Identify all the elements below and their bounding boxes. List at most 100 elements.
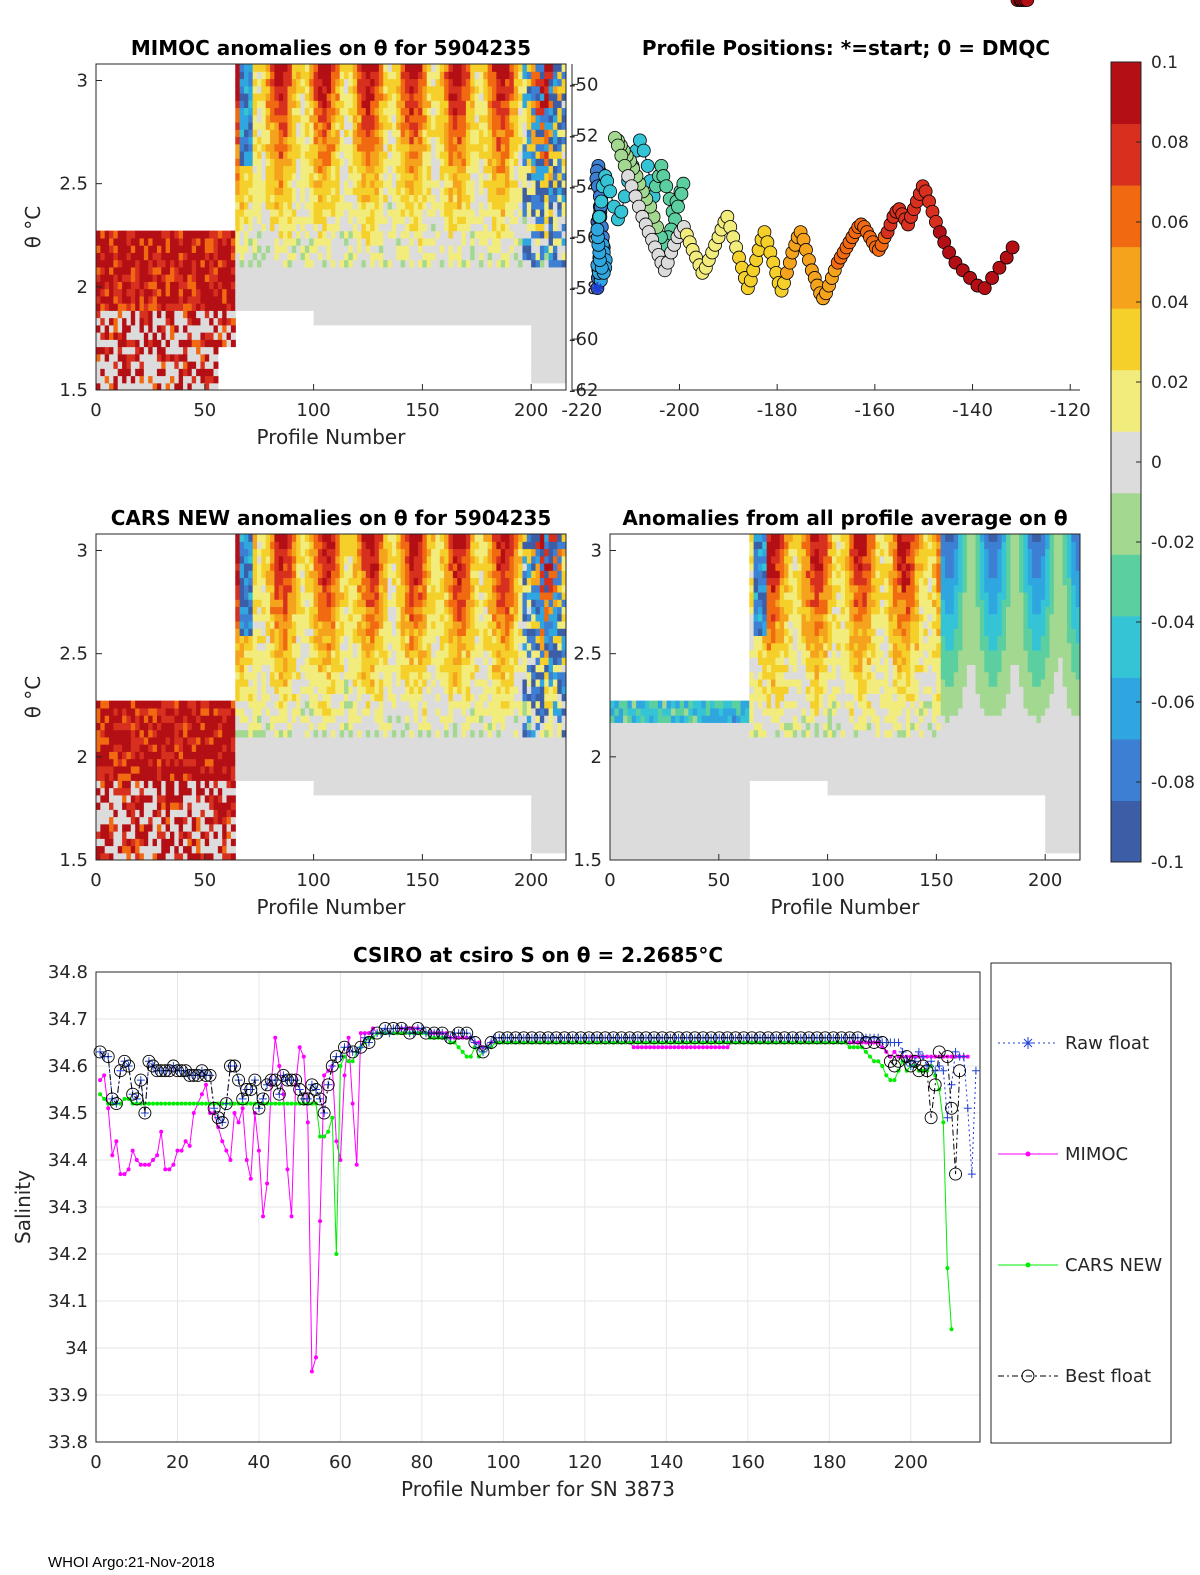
x-tick-label: 200 [514, 400, 548, 421]
colorbar-tick-label: 0 [1151, 453, 1162, 473]
data-point [941, 1120, 946, 1125]
data-point [892, 1078, 897, 1083]
x-tick-label: -220 [561, 400, 602, 421]
data-point [929, 1054, 934, 1059]
data-point [914, 1047, 923, 1056]
plot-frame [609, 533, 1081, 861]
data-point [709, 1045, 714, 1050]
data-point [923, 1062, 932, 1070]
data-point [479, 1047, 488, 1056]
y-tick-label: -50 [569, 74, 598, 95]
data-point [146, 1059, 160, 1073]
data-point [199, 1092, 204, 1097]
start-marker [591, 282, 604, 295]
data-point [281, 1092, 286, 1097]
profile-position-point [640, 158, 655, 173]
data-point [900, 1050, 914, 1064]
data-point [183, 1139, 188, 1144]
data-point [452, 1026, 466, 1040]
x-tick-label: 60 [329, 1452, 352, 1473]
data-point [652, 1045, 657, 1050]
salinity-chart: 0 20 40 60 80 100 120 140 160 180 200 33.8 33.9 34 34.… [11, 943, 981, 1501]
data-point [264, 1073, 278, 1087]
profile-position-point [636, 143, 651, 158]
data-point [166, 1059, 180, 1073]
data-point [664, 1045, 669, 1050]
data-point [276, 1068, 290, 1082]
profile-position-point [603, 184, 617, 199]
colorbar: -0.1 -0.08 -0.06 -0.04 -0.02 0 0.02 0.04 0.06 0.0… [1110, 53, 1195, 873]
data-point [98, 1078, 103, 1083]
data-point [908, 1054, 922, 1068]
x-tick-label: 100 [486, 1452, 520, 1473]
data-point [802, 1031, 816, 1045]
data-point [713, 1045, 718, 1050]
chart-title: CSIRO at csiro S on θ = 2.2685°C [353, 943, 723, 967]
data-point [778, 1031, 791, 1045]
x-tick-label: 140 [649, 1452, 683, 1473]
x-tick-label: 200 [894, 1452, 928, 1473]
data-point [460, 1026, 474, 1040]
data-point [949, 1167, 963, 1181]
data-point [330, 1115, 335, 1120]
data-point [138, 1162, 143, 1167]
colorbar-tick-label: 0.06 [1151, 213, 1189, 233]
colorbar-segment [1111, 123, 1141, 186]
data-point [118, 1101, 123, 1106]
data-point [720, 1031, 734, 1045]
y-tick-label: 34.7 [48, 1009, 88, 1030]
data-point [325, 1059, 339, 1073]
chart-title: MIMOC anomalies on θ for 5904235 [131, 36, 531, 60]
data-point [549, 1031, 563, 1045]
profile-position-point [992, 260, 1007, 275]
data-point [334, 1139, 339, 1144]
data-point [725, 1045, 730, 1050]
data-point [370, 1026, 384, 1040]
data-point [110, 1153, 115, 1158]
colorbar-segment [1111, 185, 1141, 248]
x-tick-label: 0 [90, 870, 101, 891]
data-point [672, 1045, 677, 1050]
data-point [386, 1021, 400, 1035]
positions-map: -220 -200 -180 -160 -140 -120-62-60-58-56-54-… [561, 0, 1091, 421]
data-point [920, 1064, 934, 1078]
data-point [704, 1031, 718, 1045]
x-tick-label: -140 [952, 400, 993, 421]
y-tick-label: 2.5 [59, 174, 88, 195]
y-tick-label: -60 [569, 329, 598, 350]
x-tick-label: 150 [405, 400, 439, 421]
colorbar-segment [1111, 738, 1141, 801]
data-point [381, 1024, 390, 1033]
data-point [598, 1031, 612, 1045]
data-point [533, 1031, 547, 1045]
data-point [884, 1073, 889, 1078]
x-tick-label: 100 [810, 870, 844, 891]
data-point [660, 1045, 665, 1050]
data-point [350, 1059, 355, 1064]
data-point [435, 1026, 449, 1040]
data-point [248, 1176, 253, 1181]
data-point [688, 1031, 702, 1045]
data-point [273, 1035, 278, 1040]
data-point [142, 1054, 156, 1068]
data-point [912, 1064, 926, 1078]
data-point [163, 1167, 168, 1172]
data-point [894, 1038, 903, 1047]
chart-title: Profile Positions: *=start; 0 = DMQC [642, 36, 1050, 60]
data-point [366, 1031, 371, 1036]
series-line [99, 1032, 952, 1330]
data-point [615, 1031, 628, 1045]
data-point [419, 1026, 433, 1040]
data-point [207, 1101, 221, 1115]
data-point [350, 1101, 355, 1106]
profile-position-point [977, 281, 992, 296]
data-point [256, 1148, 261, 1153]
data-point [786, 1031, 800, 1045]
data-point [927, 1057, 936, 1066]
data-point [109, 1097, 123, 1111]
x-tick-label: 120 [568, 1452, 602, 1473]
data-point [924, 1111, 938, 1125]
data-point [285, 1101, 290, 1106]
data-point [971, 1066, 980, 1075]
data-point [761, 1031, 775, 1045]
